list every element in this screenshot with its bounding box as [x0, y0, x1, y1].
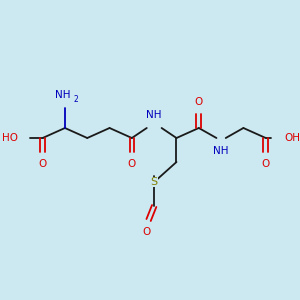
Text: NH: NH — [146, 110, 162, 120]
Text: O: O — [195, 97, 203, 107]
Text: OH: OH — [284, 133, 300, 143]
Text: 2: 2 — [73, 95, 78, 104]
Text: O: O — [38, 159, 47, 169]
Text: NH: NH — [55, 90, 71, 100]
Text: O: O — [128, 159, 136, 169]
Text: NH: NH — [213, 146, 229, 156]
Text: HO: HO — [2, 133, 19, 143]
Text: O: O — [262, 159, 270, 169]
Text: S: S — [151, 177, 158, 187]
Text: O: O — [142, 227, 151, 237]
